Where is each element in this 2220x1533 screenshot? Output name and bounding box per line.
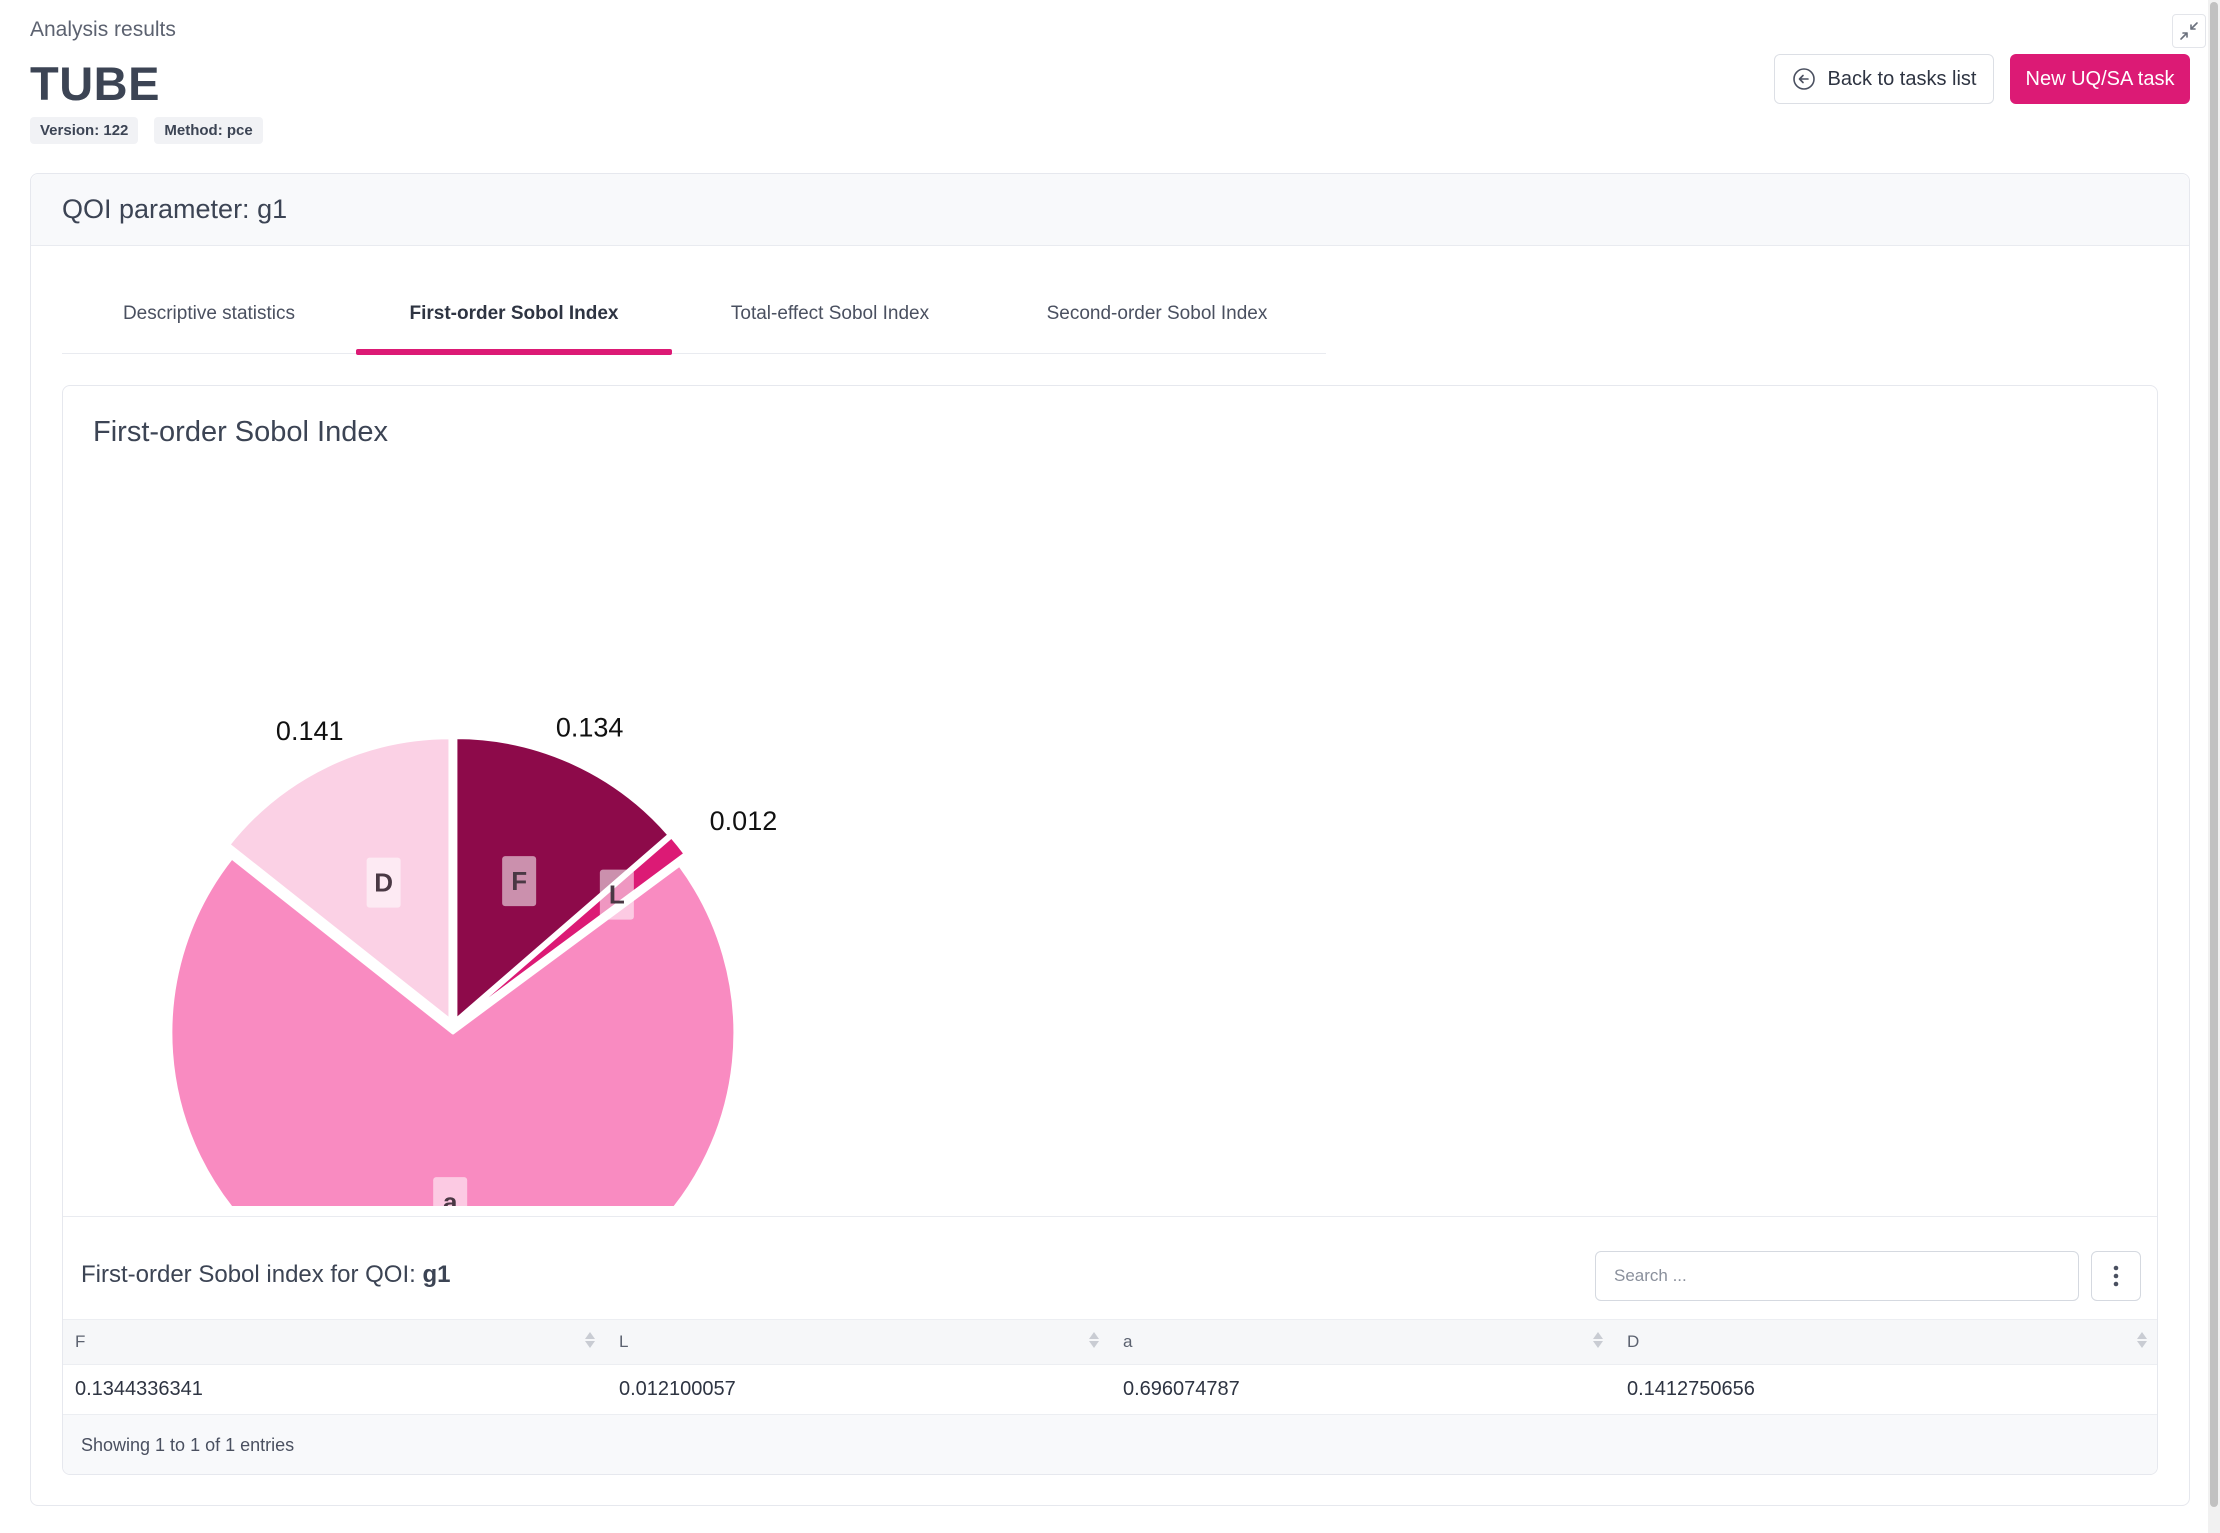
slice-label-box-l xyxy=(599,869,634,920)
table-header-row: F L a D xyxy=(63,1319,2157,1365)
cell-a: 0.696074787 xyxy=(1123,1378,1240,1400)
column-header-label: D xyxy=(1627,1332,1640,1351)
column-header-a[interactable]: a xyxy=(1111,1320,1615,1364)
collapse-icon xyxy=(2180,22,2198,40)
tab-second-order-sobol-index[interactable]: Second-order Sobol Index xyxy=(1046,303,1268,324)
new-uq-sa-task-button[interactable]: New UQ/SA task xyxy=(2010,54,2190,104)
chart-title: First-order Sobol Index xyxy=(93,416,388,448)
qoi-card: QOI parameter: g1 Descriptive statistics… xyxy=(30,173,2190,1506)
sobol-table: F L a D 0.1344336341 0.012100057 0.69607… xyxy=(63,1319,2157,1474)
table-title: First-order Sobol index for QOI: g1 xyxy=(81,1261,450,1289)
slice-value-label-d: 0.141 xyxy=(276,716,344,746)
table-row: 0.1344336341 0.012100057 0.696074787 0.1… xyxy=(63,1365,2157,1415)
slice-value-label-f: 0.134 xyxy=(556,713,624,743)
table-title-qoi: g1 xyxy=(422,1261,451,1288)
tab-bar: Descriptive statistics First-order Sobol… xyxy=(62,274,1326,355)
back-to-tasks-label: Back to tasks list xyxy=(1827,67,1977,90)
slice-label-box-a xyxy=(433,1177,468,1206)
slice-label-box-d xyxy=(366,857,401,908)
sort-icon xyxy=(1089,1332,1099,1348)
slice-category-label-f: F xyxy=(511,866,527,896)
version-badge: Version: 122 xyxy=(30,117,139,144)
sort-icon xyxy=(585,1332,595,1348)
tab-descriptive-statistics[interactable]: Descriptive statistics xyxy=(122,303,296,324)
slice-category-label-l: L xyxy=(609,880,625,910)
chart-panel: First-order Sobol Index F 0.134 L 0.012 a 0.6… xyxy=(62,385,2158,1475)
cell-l: 0.012100057 xyxy=(619,1378,736,1400)
table-title-prefix: First-order Sobol index for QOI: xyxy=(81,1261,423,1288)
slice-category-label-a: a xyxy=(443,1187,458,1206)
search-input[interactable] xyxy=(1595,1251,2079,1301)
column-header-label: a xyxy=(1123,1332,1133,1351)
slice-label-box-f xyxy=(502,856,537,907)
column-header-label: L xyxy=(619,1332,629,1351)
pie-slice-d[interactable] xyxy=(227,736,452,1022)
pie-slice-a[interactable] xyxy=(169,856,737,1206)
page-scrollbar[interactable] xyxy=(2208,0,2220,1533)
cell-d: 0.1412750656 xyxy=(1627,1378,1755,1400)
back-to-tasks-button[interactable]: Back to tasks list xyxy=(1774,54,1994,104)
column-header-d[interactable]: D xyxy=(1615,1320,2157,1364)
column-header-label: F xyxy=(75,1332,86,1351)
column-header-l[interactable]: L xyxy=(607,1320,1111,1364)
table-footer-info: Showing 1 to 1 of 1 entries xyxy=(63,1415,2157,1474)
more-vertical-icon xyxy=(2113,1265,2119,1287)
slice-category-label-d: D xyxy=(374,868,393,898)
qoi-card-header: QOI parameter: g1 xyxy=(31,174,2189,246)
tab-total-effect-sobol-index[interactable]: Total-effect Sobol Index xyxy=(730,303,930,324)
scrollbar-thumb[interactable] xyxy=(2210,2,2218,1507)
page-title: TUBE xyxy=(30,57,160,110)
sort-icon xyxy=(1593,1332,1603,1348)
collapse-button[interactable] xyxy=(2172,14,2206,48)
cell-f: 0.1344336341 xyxy=(75,1378,203,1400)
page-pretitle: Analysis results xyxy=(30,18,176,41)
slice-value-label-l: 0.012 xyxy=(710,806,778,836)
meta-badges: Version: 122 Method: pce xyxy=(30,117,263,144)
pie-slice-f[interactable] xyxy=(454,736,671,1022)
tab-first-order-sobol-index[interactable]: First-order Sobol Index xyxy=(356,274,672,355)
column-header-f[interactable]: F xyxy=(63,1320,607,1364)
table-section: First-order Sobol index for QOI: g1 F L … xyxy=(63,1216,2157,1474)
sort-icon xyxy=(2137,1332,2147,1348)
arrow-left-circle-icon xyxy=(1792,68,1815,90)
table-options-button[interactable] xyxy=(2091,1251,2141,1301)
method-badge: Method: pce xyxy=(154,117,263,144)
